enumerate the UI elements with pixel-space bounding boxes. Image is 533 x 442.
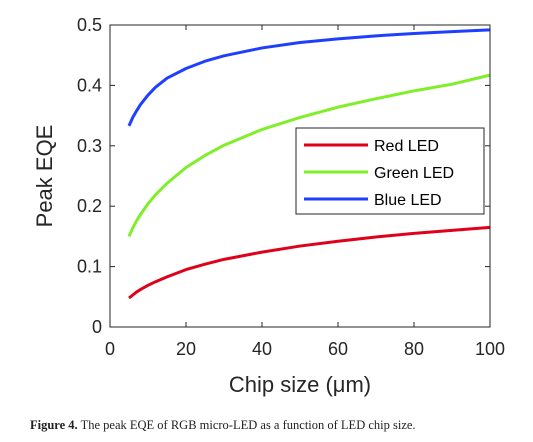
plot-frame xyxy=(109,24,491,328)
legend-label: Green LED xyxy=(374,165,454,182)
x-tick-label: 0 xyxy=(105,339,115,359)
y-axis-label: Peak EQE xyxy=(32,125,57,228)
x-axis-label: Chip size (μm) xyxy=(229,372,371,397)
series-line-green-led xyxy=(127,73,491,238)
line-chart: 0 0.1 0.2 0.3 0.4 0.5 0 20 40 60 80 100 Chip size … xyxy=(32,15,505,397)
y-tick-label: 0.3 xyxy=(77,136,102,156)
y-tick-label: 0.2 xyxy=(77,196,102,216)
x-tick-label: 40 xyxy=(252,339,272,359)
legend-label: Red LED xyxy=(374,138,439,155)
legend-label: Blue LED xyxy=(374,192,442,209)
caption-text: The peak EQE of RGB micro-LED as a funct… xyxy=(77,418,416,432)
x-tick-label: 80 xyxy=(404,339,424,359)
y-tick-label: 0.1 xyxy=(77,257,102,277)
x-tick-label: 20 xyxy=(176,339,196,359)
x-axis: 0 20 40 60 80 100 xyxy=(105,25,505,359)
x-tick-label: 100 xyxy=(475,339,505,359)
series-line-blue-led xyxy=(127,28,491,127)
series-line-red-led xyxy=(128,225,491,300)
y-tick-label: 0.5 xyxy=(77,15,102,35)
y-axis: 0 0.1 0.2 0.3 0.4 0.5 xyxy=(77,15,490,337)
legend: Red LED Green LED Blue LED xyxy=(295,127,485,215)
y-tick-label: 0.4 xyxy=(77,75,102,95)
y-tick-label: 0 xyxy=(92,317,102,337)
x-tick-label: 60 xyxy=(328,339,348,359)
series-lines xyxy=(127,28,491,300)
figure-caption: Figure 4. The peak EQE of RGB micro-LED … xyxy=(30,418,530,433)
caption-label: Figure 4. xyxy=(30,418,78,432)
